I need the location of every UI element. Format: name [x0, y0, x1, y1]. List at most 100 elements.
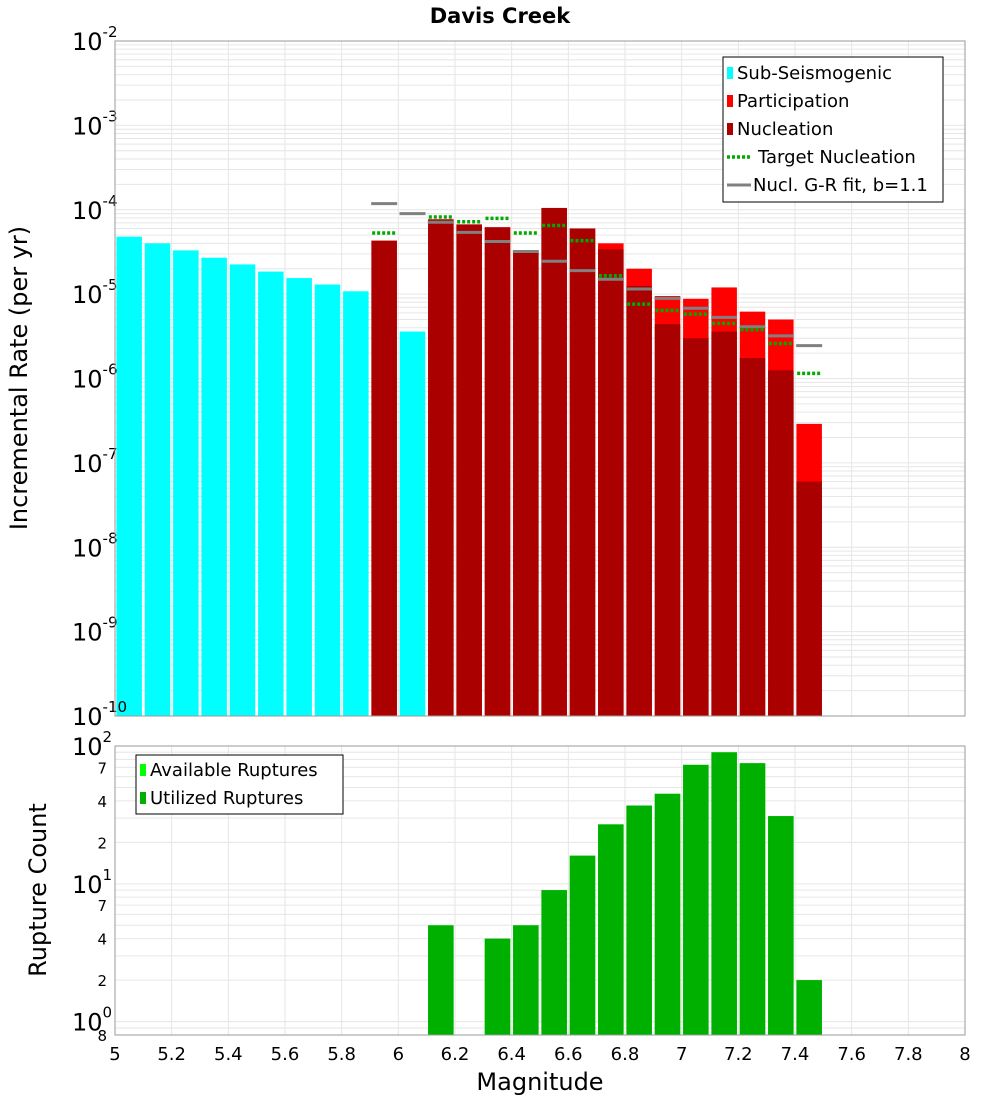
utilized-ruptures-bar: [739, 763, 766, 1035]
nucleation-bar: [541, 207, 567, 716]
legend-label: Nucl. G-R fit, b=1.1: [753, 175, 928, 196]
nucleation-bar: [371, 240, 397, 717]
x-tick-label: 7.2: [724, 1044, 753, 1065]
x-tick-label: 6: [393, 1044, 404, 1065]
x-tick-label: 7.4: [781, 1044, 810, 1065]
legend-label: Nucleation: [737, 119, 833, 140]
utilized-ruptures-bar: [711, 752, 737, 1035]
legend-label: Utilized Ruptures: [150, 788, 303, 809]
y-tick-label: 2: [97, 834, 107, 852]
incremental-rate-panel: 10-10 10-9 10-8 10-7 10-6 10-5 10-4 10-3 10-2 In…: [5, 23, 966, 731]
legend-box: [135, 754, 344, 815]
sub-seismogenic-bar: [201, 257, 227, 716]
x-tick-label: 5.4: [214, 1044, 243, 1065]
legend-swatch: [727, 123, 733, 135]
y-tick-label: 102: [72, 728, 112, 761]
utilized-ruptures-bar: [484, 938, 511, 1035]
x-tick-label: 7.8: [894, 1044, 923, 1065]
x-tick-label: 7.6: [837, 1044, 866, 1065]
legend-label: Participation: [737, 91, 849, 112]
nucleation-bar: [739, 357, 766, 716]
bottom-bars: [428, 752, 822, 1035]
nucleation-bar: [683, 338, 709, 716]
sub-seismogenic-bar: [399, 331, 426, 716]
top-bars: [116, 202, 823, 717]
y-tick-label: 10-3: [72, 107, 118, 140]
nucleation-bar: [654, 324, 681, 716]
utilized-ruptures-bar: [796, 980, 822, 1035]
x-tick-label: 8: [959, 1044, 970, 1065]
bottom-y-axis-label: Rupture Count: [24, 803, 52, 977]
nucleation-bar: [456, 224, 482, 717]
legend-box: [722, 56, 944, 203]
top-y-tick-labels: 10-10 10-9 10-8 10-7 10-6 10-5 10-4 10-3 10-2: [72, 23, 127, 731]
nucleation-bar: [484, 227, 511, 716]
x-tick-label: 5.8: [327, 1044, 356, 1065]
utilized-ruptures-bar: [513, 925, 539, 1035]
top-plot-border: [114, 40, 966, 717]
y-tick-label: 10-6: [72, 361, 118, 394]
legend-swatch: [727, 95, 733, 107]
y-tick-label: 7: [97, 897, 107, 915]
utilized-ruptures-bar: [428, 925, 454, 1035]
top-legend: Sub-Seismogenic Participation Nucleation Ta…: [722, 56, 944, 203]
legend-label: Target Nucleation: [757, 147, 916, 168]
nucleation-bar: [513, 252, 539, 716]
bottom-y-tick-labels: 8 2 4 7 2 4 7 100 101 102: [72, 728, 112, 1045]
y-tick-label: 10-5: [72, 276, 118, 309]
y-tick-label: 4: [97, 931, 107, 949]
x-tick-label: 6.4: [497, 1044, 526, 1065]
x-tick-label: 6.8: [611, 1044, 640, 1065]
x-tick-label: 5.6: [271, 1044, 300, 1065]
y-tick-label: 100: [72, 1004, 112, 1037]
y-tick-label: 10-4: [72, 192, 118, 225]
sub-seismogenic-bar: [286, 278, 312, 716]
y-tick-label: 10-8: [72, 529, 118, 562]
top-grid: [114, 41, 966, 717]
x-axis-label: Magnitude: [476, 1068, 603, 1096]
x-tick-label: 6.6: [554, 1044, 583, 1065]
legend-swatch: [140, 792, 146, 804]
nucleation-bar: [796, 481, 822, 716]
bottom-plot-border: [114, 745, 966, 1036]
y-tick-label: 10-10: [72, 698, 127, 731]
legend-label: Available Ruptures: [150, 760, 318, 781]
bottom-legend: Available Ruptures Utilized Ruptures: [135, 754, 344, 815]
x-tick-label: 6.2: [441, 1044, 470, 1065]
nucleation-bar: [768, 370, 794, 716]
x-tick-label: 5.2: [157, 1044, 186, 1065]
y-tick-label: 2: [97, 972, 107, 990]
x-tick-label: 7: [676, 1044, 687, 1065]
nucleation-bar: [711, 331, 737, 716]
sub-seismogenic-bar: [173, 250, 199, 717]
sub-seismogenic-bar: [116, 236, 142, 716]
y-tick-label: 7: [97, 759, 107, 777]
nucleation-bar: [626, 285, 652, 716]
y-tick-label: 10-9: [72, 614, 118, 647]
nucleation-bar: [428, 219, 454, 717]
y-tick-label: 8: [97, 1027, 107, 1045]
x-tick-labels: 5 5.2 5.4 5.6 5.8 6 6.2 6.4 6.6 6.8 7 7.2 7.4 7.6 7.8 8: [109, 1044, 970, 1065]
utilized-ruptures-bar: [683, 764, 709, 1035]
top-y-axis-label: Incremental Rate (per yr): [5, 226, 33, 530]
sub-seismogenic-bar: [258, 271, 284, 716]
nucleation-bar: [569, 228, 596, 716]
x-tick-label: 5: [109, 1044, 120, 1065]
sub-seismogenic-bar: [229, 264, 256, 716]
y-tick-label: 10-2: [72, 23, 118, 56]
utilized-ruptures-bar: [598, 824, 624, 1035]
utilized-ruptures-bar: [768, 816, 794, 1035]
utilized-ruptures-bar: [654, 793, 681, 1035]
y-tick-label: 101: [72, 866, 112, 899]
utilized-ruptures-bar: [569, 855, 596, 1035]
nucleation-bar: [598, 249, 624, 716]
legend-label: Sub-Seismogenic: [737, 63, 892, 84]
sub-seismogenic-bar: [144, 243, 171, 717]
utilized-ruptures-bar: [626, 805, 652, 1035]
utilized-ruptures-bar: [541, 890, 567, 1035]
sub-seismogenic-bar: [343, 291, 369, 716]
rupture-count-panel: 8 2 4 7 2 4 7 100 101 102 5 5.2 5.4 5.6 5.8 6 6.2 6.4 6.6…: [24, 728, 971, 1096]
y-tick-label: 4: [97, 793, 107, 811]
legend-swatch: [140, 764, 146, 776]
